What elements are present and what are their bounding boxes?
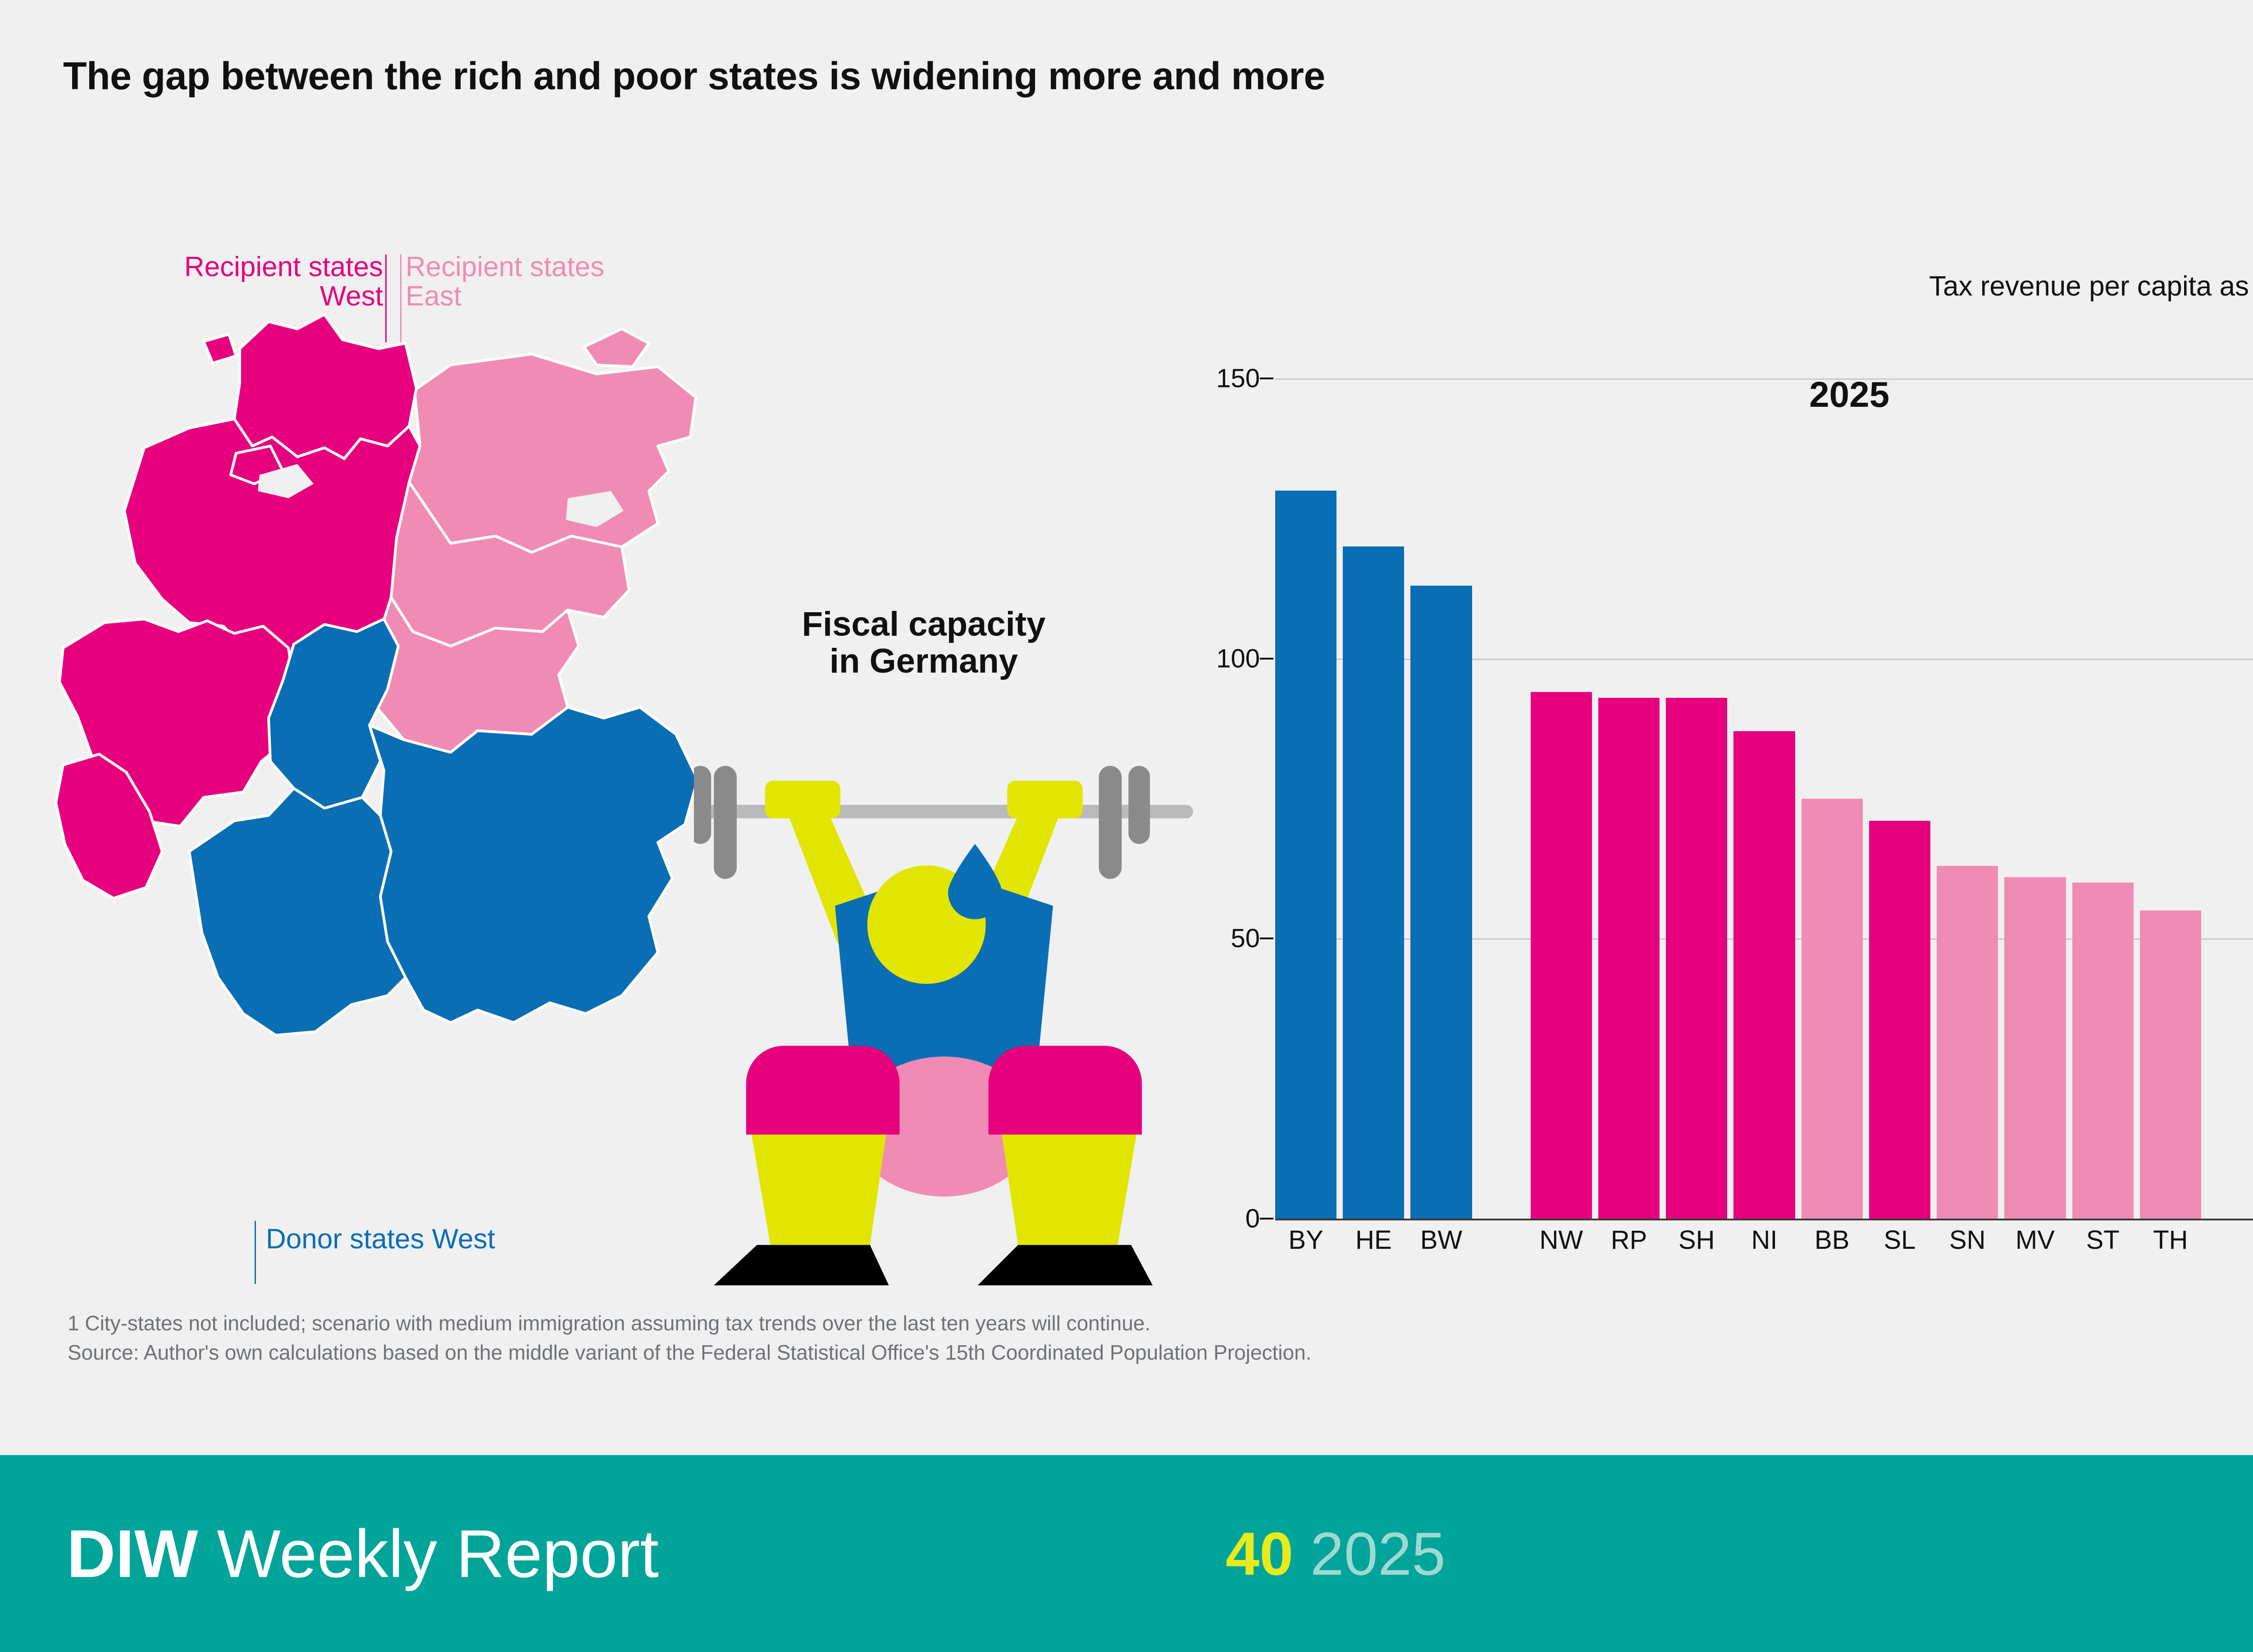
banner-report-label: Weekly Report — [198, 1515, 659, 1591]
y-axis-label-0: 0 — [1245, 1204, 1260, 1233]
legend-rule-west — [385, 255, 387, 342]
map-region-donor-west — [188, 618, 699, 1037]
chart-title: Tax revenue per capita as a percentage o… — [1929, 271, 2253, 302]
bar-2025-NI[interactable] — [1733, 731, 1795, 1219]
gridline-100 — [1275, 658, 2253, 660]
legend-recipient-states-west: Recipient states West — [184, 251, 383, 312]
y-tick-dash-0 — [1260, 1218, 1273, 1220]
panel-title-2025: 2025 — [1809, 374, 1890, 414]
legend-recipient-states-east: Recipient states East — [406, 251, 605, 312]
bar-2025-BY[interactable] — [1275, 490, 1337, 1219]
legend-rule-donor — [255, 1221, 256, 1284]
weightlifter-icon — [694, 766, 1193, 1286]
x-axis-label-2025-RP: RP — [1610, 1225, 1647, 1255]
bar-2025-SL[interactable] — [1869, 821, 1931, 1219]
diw-banner: DIW Weekly Report 40 2025 BERLIN — [0, 1455, 2253, 1652]
footnote-text: 1 City-states not included; scenario wit… — [68, 1311, 1151, 1335]
bar-2025-RP[interactable] — [1598, 697, 1660, 1219]
gridline-0 — [1275, 1219, 2253, 1220]
bar-2025-BB[interactable] — [1801, 798, 1863, 1219]
bar-2025-SN[interactable] — [1937, 865, 1998, 1219]
fiscal-capacity-title: Fiscal capacity in Germany — [802, 605, 1046, 681]
legend-rule-east — [400, 255, 401, 342]
x-axis-label-2025-SL: SL — [1884, 1225, 1916, 1255]
x-axis-label-2025-TH: TH — [2153, 1225, 2188, 1255]
gridline-150 — [1275, 378, 2253, 380]
germany-map-block: Recipient states West Recipient states E… — [27, 251, 793, 1284]
x-axis-label-2025-MV: MV — [2015, 1225, 2055, 1255]
x-axis-label-2025-NI: NI — [1751, 1225, 1778, 1255]
legend-donor-states-west: Donor states West — [266, 1224, 495, 1255]
bar-2025-ST[interactable] — [2072, 883, 2134, 1219]
source-text: Source: Author's own calculations based … — [68, 1341, 1312, 1365]
y-axis-label-100: 100 — [1216, 644, 1260, 674]
x-axis-label-2025-SH: SH — [1678, 1225, 1715, 1255]
banner-title: DIW Weekly Report — [67, 1515, 659, 1593]
x-axis-label-2025-NW: NW — [1539, 1225, 1583, 1255]
bar-2025-HE[interactable] — [1343, 546, 1405, 1219]
bar-2025-NW[interactable] — [1530, 692, 1592, 1219]
bar-2025-SH[interactable] — [1666, 697, 1728, 1219]
map-region-recipient-east — [370, 328, 697, 754]
map-region-recipient-west — [55, 313, 421, 900]
germany-map-svg — [55, 313, 699, 1037]
bar-2025-BW[interactable] — [1410, 586, 1472, 1219]
bar-2025-TH[interactable] — [2139, 910, 2201, 1219]
issue-block: 40 2025 — [1226, 1519, 1446, 1588]
x-axis-label-2025-BB: BB — [1815, 1225, 1850, 1255]
issue-number: 40 — [1226, 1520, 1294, 1588]
x-axis-label-2025-ST: ST — [2086, 1225, 2120, 1255]
bar-2025-MV[interactable] — [2004, 877, 2066, 1219]
y-tick-dash-100 — [1260, 657, 1273, 660]
chart-plot-area: 050100150BYHEBWNWRPSHNIBBSLSNMVSTTH2025B… — [1216, 364, 2253, 1255]
issue-year: 2025 — [1310, 1520, 1446, 1588]
page-title: The gap between the rich and poor states… — [63, 55, 1325, 98]
x-axis-label-2025-SN: SN — [1949, 1225, 1986, 1255]
banner-brand: DIW — [67, 1515, 198, 1591]
x-axis-label-2025-BW: BW — [1420, 1225, 1463, 1255]
x-axis-label-2025-BY: BY — [1288, 1225, 1323, 1255]
y-axis-label-150: 150 — [1216, 364, 1260, 393]
bar-chart: Tax revenue per capita as a percentage o… — [1154, 270, 2253, 1275]
x-axis-label-2025-HE: HE — [1355, 1225, 1392, 1255]
y-tick-dash-50 — [1260, 937, 1273, 940]
y-tick-dash-150 — [1260, 378, 1273, 379]
chart-notes: 1 City-states not included; scenario wit… — [68, 1309, 2253, 1368]
y-axis-label-50: 50 — [1231, 924, 1260, 953]
